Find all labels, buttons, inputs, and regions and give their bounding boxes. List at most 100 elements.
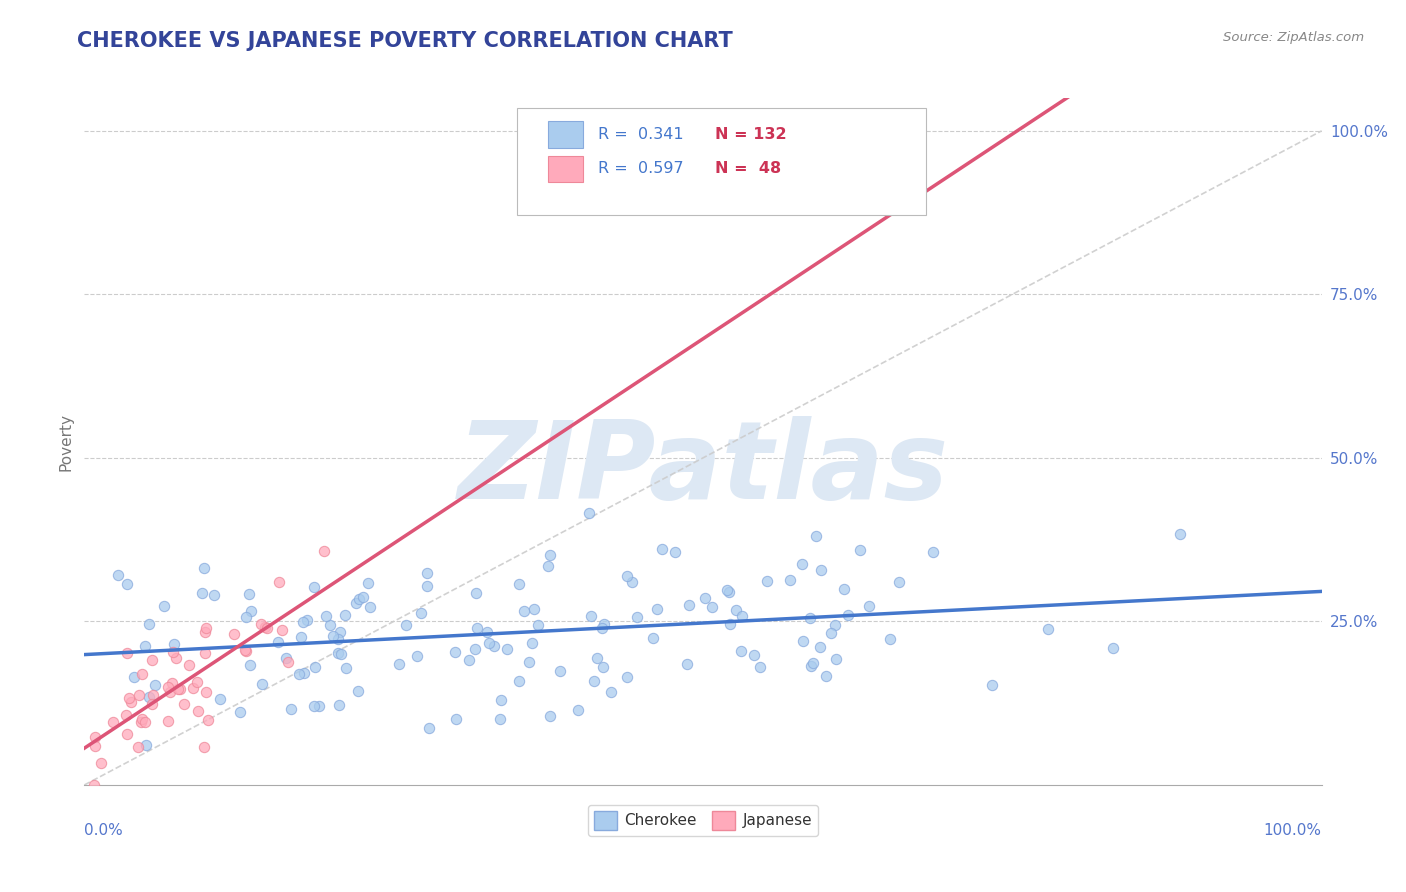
Point [163, 637, 186, 651]
Point [837, 608, 859, 623]
Point [643, 631, 665, 645]
Text: R =  0.341: R = 0.341 [598, 127, 683, 142]
Point [858, 599, 880, 613]
FancyBboxPatch shape [548, 156, 583, 182]
Point [302, 699, 325, 714]
FancyBboxPatch shape [548, 121, 583, 147]
Point [537, 558, 560, 573]
Point [90, 756, 112, 770]
Point [280, 701, 302, 715]
Point [101, 714, 124, 729]
Point [191, 586, 214, 600]
Point [141, 697, 163, 711]
Point [520, 635, 543, 649]
Point [676, 657, 699, 672]
Point [887, 574, 910, 589]
Point [645, 602, 668, 616]
Point [319, 617, 342, 632]
Point [315, 609, 337, 624]
Point [800, 659, 823, 673]
Point [489, 693, 512, 707]
Point [329, 624, 352, 639]
Point [329, 647, 352, 661]
Point [235, 610, 257, 624]
Point [135, 739, 157, 753]
Point [849, 543, 872, 558]
Point [792, 633, 814, 648]
Point [700, 599, 723, 614]
Point [187, 704, 209, 718]
Point [526, 618, 548, 632]
Point [418, 721, 440, 735]
Text: ZIPatlas: ZIPatlas [457, 416, 949, 522]
Point [730, 644, 752, 658]
Point [145, 678, 167, 692]
Point [725, 603, 748, 617]
Point [409, 607, 432, 621]
Point [138, 690, 160, 705]
Point [266, 635, 288, 649]
Point [517, 655, 540, 669]
Point [308, 698, 330, 713]
Point [141, 653, 163, 667]
Point [322, 629, 344, 643]
Point [314, 544, 336, 558]
Point [755, 574, 778, 589]
Point [208, 691, 231, 706]
Point [84, 731, 107, 745]
Point [193, 740, 215, 755]
Point [134, 715, 156, 730]
Point [344, 596, 367, 610]
Point [810, 563, 832, 577]
Point [235, 644, 257, 658]
Point [127, 739, 149, 754]
Point [107, 567, 129, 582]
Point [651, 542, 673, 557]
Point [256, 621, 278, 635]
Text: R =  0.597: R = 0.597 [598, 161, 683, 177]
Point [160, 676, 183, 690]
Point [779, 574, 801, 588]
Point [250, 617, 273, 632]
Point [716, 583, 738, 598]
Point [83, 778, 105, 792]
Point [790, 557, 813, 571]
Point [291, 615, 314, 630]
Point [326, 632, 349, 646]
Point [304, 660, 326, 674]
Point [444, 712, 467, 726]
Point [84, 739, 107, 754]
Point [592, 616, 614, 631]
Point [165, 650, 187, 665]
Point [718, 585, 741, 599]
Point [581, 609, 603, 624]
Point [806, 529, 828, 543]
Text: N = 132: N = 132 [716, 127, 787, 142]
Point [156, 714, 179, 729]
Point [134, 639, 156, 653]
Point [269, 575, 291, 590]
Point [416, 579, 439, 593]
Point [678, 599, 700, 613]
Point [326, 646, 349, 660]
Point [117, 727, 139, 741]
Point [748, 660, 770, 674]
Text: Source: ZipAtlas.com: Source: ZipAtlas.com [1223, 31, 1364, 45]
Point [359, 599, 381, 614]
Point [197, 713, 219, 727]
Point [538, 709, 561, 723]
Point [240, 604, 263, 618]
Point [235, 643, 257, 657]
Point [508, 577, 530, 591]
Point [693, 591, 716, 605]
Text: 100.0%: 100.0% [1264, 822, 1322, 838]
Point [578, 506, 600, 520]
Point [599, 684, 621, 698]
Point [825, 652, 848, 666]
Point [478, 636, 501, 650]
Point [138, 617, 160, 632]
Point [229, 705, 252, 719]
Point [115, 646, 138, 660]
Point [153, 599, 176, 614]
Point [177, 657, 200, 672]
